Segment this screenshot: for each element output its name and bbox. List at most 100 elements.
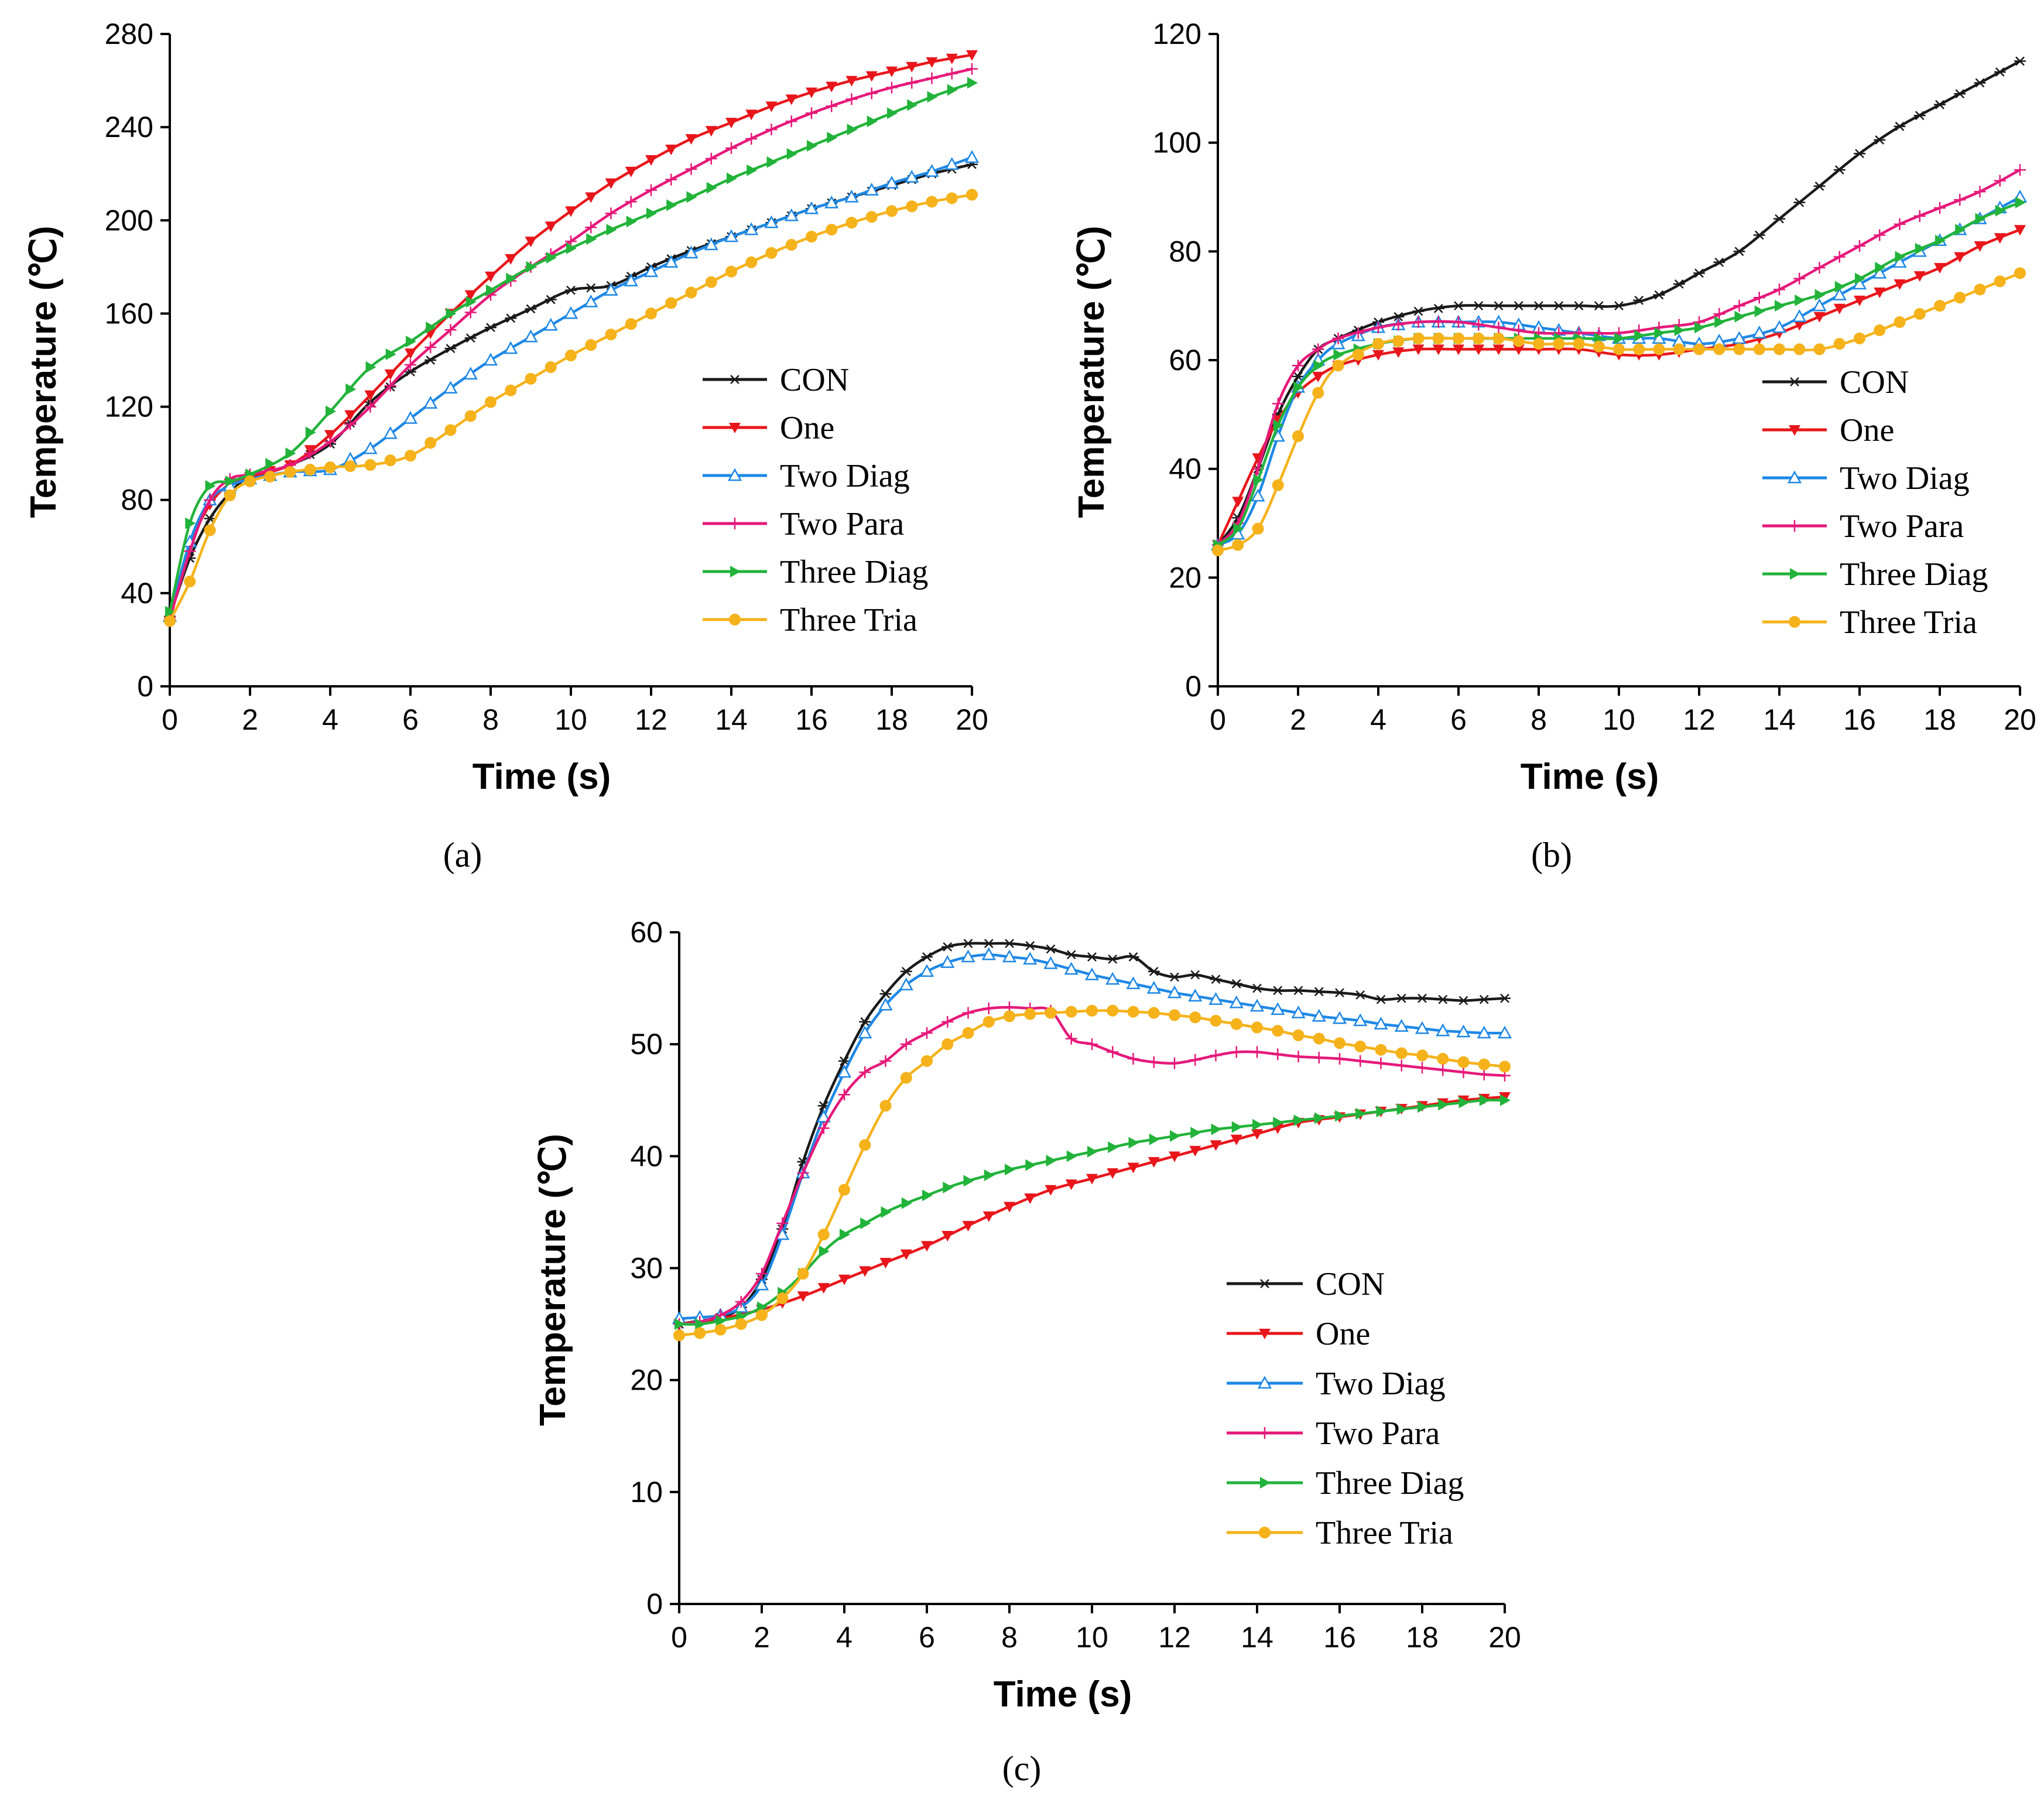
data-point-three-tria-a xyxy=(685,286,697,299)
data-point-three-tria-c xyxy=(982,1015,995,1028)
panel-label-b: (b) xyxy=(1531,836,1572,874)
legend-marker-con-c xyxy=(1259,1279,1271,1288)
data-point-three-diag-a xyxy=(686,191,697,203)
data-point-two-para-c xyxy=(797,1167,809,1179)
data-point-one-b xyxy=(1854,295,1865,306)
x-axis-title-c: Time (s) xyxy=(994,1674,1132,1715)
data-point-three-tria-c xyxy=(694,1327,706,1339)
data-point-three-tria-b xyxy=(1773,343,1785,355)
data-point-two-diag-c xyxy=(1105,972,1120,985)
data-point-one-a xyxy=(525,237,537,248)
data-point-two-para-a xyxy=(405,358,416,371)
data-point-two-diag-c xyxy=(754,1277,769,1291)
series-line-three-diag-a xyxy=(168,81,973,613)
data-point-two-para-c xyxy=(921,1027,933,1039)
data-point-three-tria-c xyxy=(817,1229,830,1241)
data-point-two-diag-c xyxy=(1271,1002,1285,1015)
data-point-three-tria-b xyxy=(1272,479,1284,491)
x-tick-label-c: 14 xyxy=(1241,1621,1273,1654)
data-point-three-tria-a xyxy=(806,231,817,243)
data-point-con-b xyxy=(1473,301,1485,311)
data-point-three-diag-c xyxy=(901,1197,912,1209)
data-point-two-diag-c xyxy=(1023,952,1038,965)
x-tick-label-a: 8 xyxy=(482,703,499,736)
data-point-one-b xyxy=(1453,344,1464,355)
data-point-con-b xyxy=(1713,258,1725,267)
data-point-two-diag-b xyxy=(1772,320,1787,333)
data-point-two-diag-a xyxy=(443,381,458,394)
data-point-three-tria-b xyxy=(1473,332,1485,344)
data-point-three-tria-b xyxy=(1733,343,1745,355)
y-tick-label-a: 160 xyxy=(105,297,153,330)
data-point-three-diag-c xyxy=(1066,1150,1077,1162)
data-point-three-tria-b xyxy=(1994,275,2006,288)
data-point-one-b xyxy=(1833,303,1846,314)
data-point-con-a xyxy=(444,344,457,353)
data-point-three-tria-b xyxy=(1913,308,1926,320)
data-point-three-diag-b xyxy=(1795,294,1806,306)
data-point-three-tria-a xyxy=(565,350,577,362)
data-point-two-diag-a xyxy=(664,255,679,268)
data-point-con-c xyxy=(1107,954,1119,964)
data-point-con-b xyxy=(1813,182,1826,191)
data-point-three-tria-b xyxy=(1753,343,1765,355)
data-point-two-para-c xyxy=(1437,1064,1449,1076)
data-point-three-tria-c xyxy=(1478,1058,1490,1070)
data-point-one-b xyxy=(1232,497,1244,508)
data-point-two-diag-c xyxy=(1064,962,1079,975)
data-point-three-diag-c xyxy=(1335,1110,1345,1122)
data-point-con-b xyxy=(1412,306,1425,316)
legend-label-one-a: One xyxy=(780,410,834,446)
data-point-three-tria-c xyxy=(1292,1029,1305,1041)
y-tick-label-c: 10 xyxy=(630,1476,663,1509)
legend-label-two-diag-a: Two Diag xyxy=(780,458,910,494)
data-point-one-c xyxy=(941,1231,954,1242)
x-tick-label-c: 2 xyxy=(754,1621,770,1654)
data-point-three-tria-b xyxy=(1693,343,1705,355)
data-point-three-diag-c xyxy=(1087,1145,1098,1158)
data-point-three-tria-b xyxy=(1372,338,1384,350)
data-point-two-para-b xyxy=(1793,272,1806,285)
data-point-two-para-b xyxy=(1272,398,1284,410)
data-point-two-para-a xyxy=(966,63,978,75)
chart-panel-a: (a) 0 2 4 6 8 10 12 14 16 18 200408012016020024028… xyxy=(23,18,988,874)
data-point-one-a xyxy=(405,348,416,360)
y-tick-label-b: 20 xyxy=(1169,561,1201,594)
data-point-two-diag-a xyxy=(684,245,699,259)
legend-label-con-a: CON xyxy=(780,362,849,398)
data-point-two-diag-c xyxy=(858,1025,872,1039)
data-point-three-diag-a xyxy=(225,475,236,487)
data-point-con-c xyxy=(1148,967,1160,976)
data-point-three-diag-b xyxy=(1955,224,1966,236)
data-point-one-b xyxy=(1793,320,1806,331)
data-point-three-diag-c xyxy=(1046,1154,1057,1167)
data-point-con-c xyxy=(900,967,912,976)
data-point-three-tria-a xyxy=(485,396,497,408)
data-point-one-c xyxy=(859,1266,871,1277)
data-point-two-diag-c xyxy=(1477,1025,1491,1039)
data-point-three-tria-a xyxy=(785,239,797,251)
data-point-two-diag-c xyxy=(1126,976,1141,990)
legend-marker-three-tria-c xyxy=(1259,1527,1271,1538)
data-point-two-para-a xyxy=(645,184,657,196)
data-point-two-diag-c xyxy=(1436,1023,1450,1037)
data-point-three-diag-a xyxy=(526,261,537,273)
data-point-one-a xyxy=(705,126,717,137)
data-point-two-para-a xyxy=(605,207,617,220)
data-point-one-a xyxy=(806,87,817,98)
data-point-two-diag-c xyxy=(1394,1019,1409,1032)
x-tick-label-b: 18 xyxy=(1923,703,1956,736)
data-point-three-tria-b xyxy=(1533,338,1545,350)
data-point-three-diag-a xyxy=(546,251,557,264)
data-point-one-c xyxy=(900,1249,912,1260)
data-point-three-diag-b xyxy=(1654,327,1665,339)
x-tick-label-a: 6 xyxy=(402,703,419,736)
y-tick-label-c: 50 xyxy=(630,1028,663,1061)
data-point-three-tria-c xyxy=(714,1323,727,1336)
data-point-one-a xyxy=(886,66,898,77)
data-point-three-tria-b xyxy=(1653,343,1665,355)
data-point-two-para-c xyxy=(1292,1051,1305,1063)
data-point-three-tria-c xyxy=(797,1268,809,1280)
data-point-three-tria-c xyxy=(1499,1061,1511,1073)
data-point-three-tria-a xyxy=(705,276,717,288)
